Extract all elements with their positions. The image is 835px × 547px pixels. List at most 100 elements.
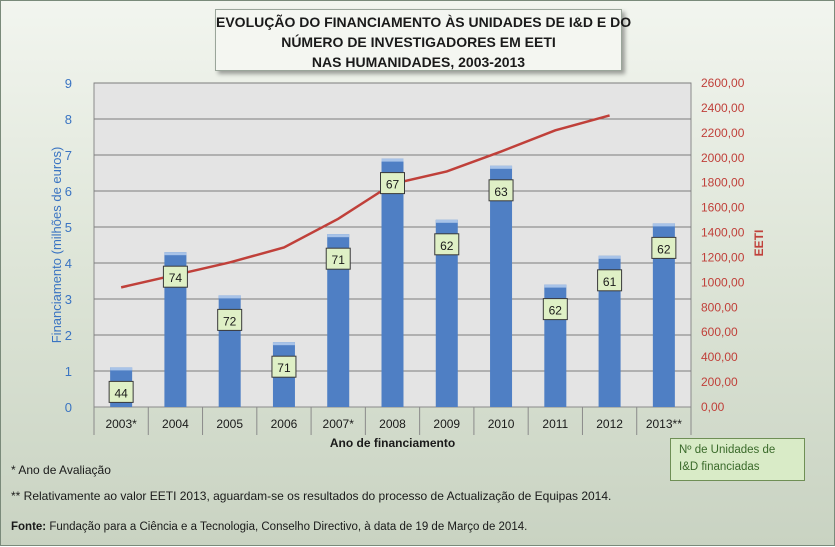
y2-tick-label: 1400,00 <box>701 226 745 240</box>
legend-line-2: I&D financiadas <box>679 461 760 473</box>
bar-data-label: 61 <box>597 269 623 292</box>
y-tick-label: 5 <box>65 220 72 235</box>
bar <box>381 158 404 407</box>
y-axis-title: Financiamento (milhões de euros) <box>49 147 64 344</box>
note-eeti-2013: ** Relativamente ao valor EETI 2013, agu… <box>11 489 612 503</box>
y2-tick-label: 1600,00 <box>701 201 745 215</box>
chart-title-line-3: NAS HUMANIDADES, 2003-2013 <box>311 54 526 70</box>
data-label-text: 63 <box>494 185 508 199</box>
y-tick-label: 0 <box>65 400 72 415</box>
bar <box>327 234 350 407</box>
bar-highlight <box>164 252 187 256</box>
bar-data-label: 44 <box>108 380 134 403</box>
source-text: Fundação para a Ciência e a Tecnologia, … <box>49 521 528 533</box>
chart-title: EVOLUÇÃO DO FINANCIAMENTO ÀS UNIDADES DE… <box>215 9 632 71</box>
bar-data-label: 72 <box>217 308 243 331</box>
data-label-box <box>651 236 677 259</box>
bar-data-label: 62 <box>434 233 460 256</box>
y2-tick-label: 1800,00 <box>701 176 745 190</box>
x-tick-label: 2004 <box>162 417 189 431</box>
data-label-box <box>271 355 297 378</box>
data-label-text: 71 <box>332 253 346 267</box>
bar <box>652 223 675 407</box>
eeti-line <box>120 114 610 289</box>
x-tick-label: 2011 <box>542 417 568 431</box>
x-tick-label: 2008 <box>379 417 406 431</box>
y2-tick-label: 1000,00 <box>701 275 745 289</box>
bar <box>435 219 458 407</box>
data-label-text: 71 <box>277 361 291 375</box>
x-tick-label: 2003* <box>105 417 137 431</box>
y2-tick-label: 400,00 <box>701 350 738 364</box>
bar-highlight <box>652 223 675 227</box>
y-tick-label: 1 <box>65 364 72 379</box>
y-tick-label: 7 <box>65 148 72 163</box>
data-label-text: 44 <box>114 386 128 400</box>
data-label-text: 62 <box>440 239 454 253</box>
legend-line-1: Nº de Unidades de <box>679 444 776 456</box>
bar-data-label: 71 <box>325 247 351 270</box>
y2-tick-label: 800,00 <box>701 300 738 314</box>
x-tick-label: 2006 <box>271 417 298 431</box>
y2-tick-label: 600,00 <box>701 325 738 339</box>
y-tick-label: 8 <box>65 112 72 127</box>
y-tick-label: 3 <box>65 292 72 307</box>
data-label-box <box>108 380 134 403</box>
x-tick-label: 2007* <box>323 417 355 431</box>
data-label-text: 67 <box>386 178 400 192</box>
bar-data-label: 63 <box>488 179 514 202</box>
bar-data-label: 67 <box>380 172 405 195</box>
bar-highlight <box>598 255 621 259</box>
x-tick-label: 2010 <box>488 417 515 431</box>
note-evaluation-year: * Ano de Avaliação <box>11 463 111 477</box>
data-label-text: 72 <box>223 314 237 328</box>
data-label-box <box>488 179 514 202</box>
x-axis-title: Ano de financiamento <box>330 436 455 450</box>
x-tick-label: 2013** <box>646 417 682 431</box>
y-tick-label: 9 <box>65 76 72 91</box>
data-label-box <box>542 298 568 321</box>
bar-data-label: 71 <box>271 355 297 378</box>
chart-title-line-1: EVOLUÇÃO DO FINANCIAMENTO ÀS UNIDADES DE… <box>216 14 632 30</box>
data-label-text: 62 <box>657 242 671 256</box>
data-label-box <box>434 233 460 256</box>
data-label-box <box>380 172 405 195</box>
bar-highlight <box>110 367 133 371</box>
data-label-box <box>597 269 623 292</box>
x-tick-label: 2012 <box>596 417 623 431</box>
data-label-text: 61 <box>603 275 617 289</box>
y2-tick-label: 2400,00 <box>701 101 745 115</box>
data-label-box <box>217 308 243 331</box>
y2-tick-label: 200,00 <box>701 375 738 389</box>
legend-box: Nº de Unidades de I&D financiadas <box>670 438 805 481</box>
bar <box>490 165 513 407</box>
data-label-box <box>162 265 188 288</box>
bar-data-label: 74 <box>162 265 188 288</box>
y-tick-label: 2 <box>65 328 72 343</box>
source-note: Fonte: Fundação para a Ciência e a Tecno… <box>11 521 528 533</box>
x-tick-label: 2009 <box>433 417 460 431</box>
y2-tick-label: 0,00 <box>701 400 725 414</box>
y-tick-label: 4 <box>65 256 72 271</box>
bar-highlight <box>544 284 567 288</box>
bar <box>598 255 621 407</box>
bar-data-label: 62 <box>651 236 677 259</box>
bar-highlight <box>327 234 350 238</box>
data-label-box <box>325 247 351 270</box>
bar-highlight <box>272 342 295 346</box>
bar-highlight <box>435 219 458 223</box>
y2-axis-title: EETI <box>752 230 766 257</box>
y2-tick-label: 2600,00 <box>701 76 745 90</box>
y-tick-label: 6 <box>65 184 72 199</box>
bar-data-label: 62 <box>542 298 568 321</box>
x-tick-label: 2005 <box>216 417 243 431</box>
bar-highlight <box>218 295 241 299</box>
data-label-text: 74 <box>169 271 183 285</box>
bar <box>164 252 187 407</box>
chart-title-line-2: NÚMERO DE INVESTIGADORES EM EETI <box>281 34 556 50</box>
bar-highlight <box>490 165 513 169</box>
data-label-text: 62 <box>549 304 563 318</box>
y2-tick-label: 1200,00 <box>701 250 745 264</box>
